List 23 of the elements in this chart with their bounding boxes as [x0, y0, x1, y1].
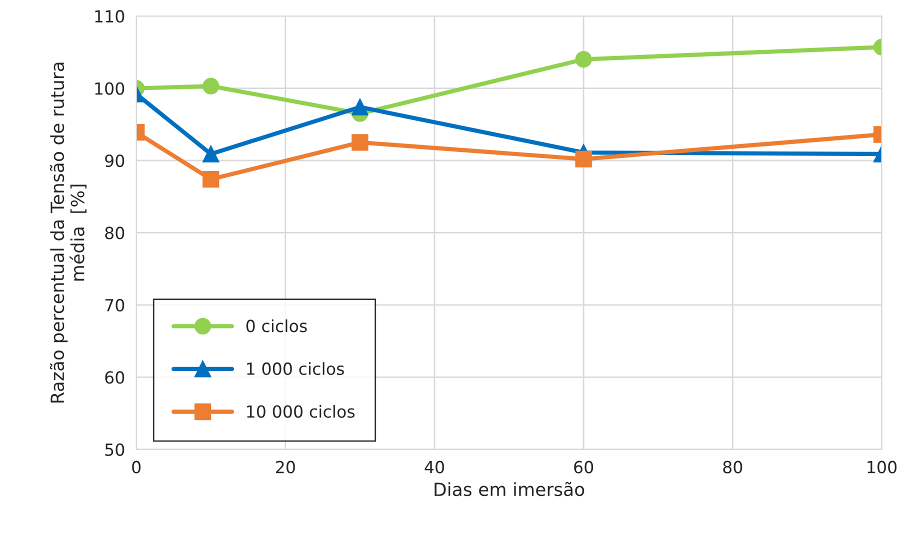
- y-tick-label: 80: [105, 226, 124, 240]
- x-tick-label: 60: [574, 460, 594, 474]
- point: [202, 146, 220, 162]
- legend-label: 0 ciclos: [246, 319, 307, 332]
- y-tick-label: 50: [105, 443, 124, 456]
- y-tick-label: 90: [105, 154, 124, 168]
- y-tick-label: 70: [105, 298, 124, 312]
- point: [202, 170, 220, 188]
- point: [202, 78, 220, 94]
- y-tick-label: 110: [95, 10, 124, 23]
- x-tick-label: 20: [276, 460, 295, 474]
- point: [352, 134, 368, 151]
- point: [352, 98, 368, 116]
- y-tick-label: 100: [95, 82, 124, 95]
- legend-label: 10 000 ciclos: [247, 404, 355, 418]
- x-tick-label: 100: [868, 460, 897, 474]
- legend-label: 1 000 ciclos: [247, 362, 344, 376]
- y-tick-label: 60: [105, 371, 124, 384]
- x-tick-label: 0: [132, 460, 141, 474]
- x-tick-label: 40: [424, 460, 444, 474]
- x-axis-title: Dias em imersão: [434, 482, 584, 496]
- x-tick-label: 80: [723, 460, 742, 474]
- y-axis-title: Razão percentual da Tensão de rutura média [%]: [50, 62, 86, 403]
